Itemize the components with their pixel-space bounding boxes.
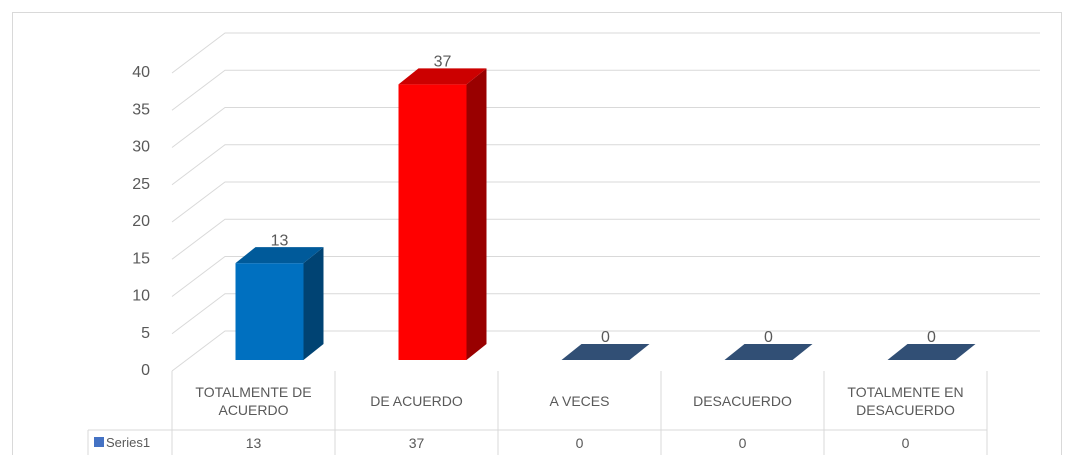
legend-key [94, 437, 104, 447]
bar [398, 84, 467, 360]
grid-line [171, 181, 1040, 223]
y-tick-label: 25 [132, 176, 150, 193]
bar-side [303, 247, 324, 360]
y-tick-label: 15 [132, 250, 150, 267]
grid-line [171, 218, 1040, 260]
table-value: 0 [901, 434, 910, 451]
bar-top [887, 344, 976, 360]
y-tick-label: 10 [132, 288, 150, 305]
grid-line [171, 256, 1040, 297]
x-tick-label: TOTALMENTE DE ACUERDO [195, 383, 312, 418]
table-value: 13 [245, 434, 262, 451]
y-tick-label: 30 [132, 139, 150, 156]
data-label: 37 [434, 54, 452, 71]
bar-top [235, 247, 324, 264]
x-tick-label: TOTALMENTE EN DESACUERDO [847, 383, 964, 418]
bar-side [466, 68, 487, 360]
data-label: 0 [927, 329, 936, 346]
chart-border [12, 12, 1062, 455]
x-tick-label: DE ACUERDO [370, 392, 463, 409]
y-tick-label: 20 [132, 213, 150, 230]
bar-top [398, 68, 487, 85]
data-label: 13 [271, 232, 289, 249]
y-tick-label: 0 [141, 362, 150, 379]
grid-line [171, 69, 1040, 111]
legend-label: Series1 [106, 434, 151, 450]
grid-line [171, 144, 1040, 186]
y-tick-label: 40 [132, 64, 150, 81]
table-value: 37 [408, 434, 425, 451]
x-tick-label: DESACUERDO [693, 392, 792, 409]
table-value: 0 [738, 434, 747, 451]
grid-line [171, 32, 1040, 74]
bar [235, 263, 304, 360]
table-value: 0 [575, 434, 584, 451]
bar-top [561, 344, 650, 360]
bar-top [724, 344, 813, 360]
data-label: 0 [601, 329, 610, 346]
y-tick-label: 35 [132, 101, 150, 118]
grid-line [171, 293, 1040, 335]
grid-line [171, 107, 1040, 148]
y-tick-label: 5 [141, 325, 150, 342]
grid-line [171, 330, 1040, 372]
x-tick-label: A VECES [549, 392, 610, 409]
data-label: 0 [764, 329, 773, 346]
